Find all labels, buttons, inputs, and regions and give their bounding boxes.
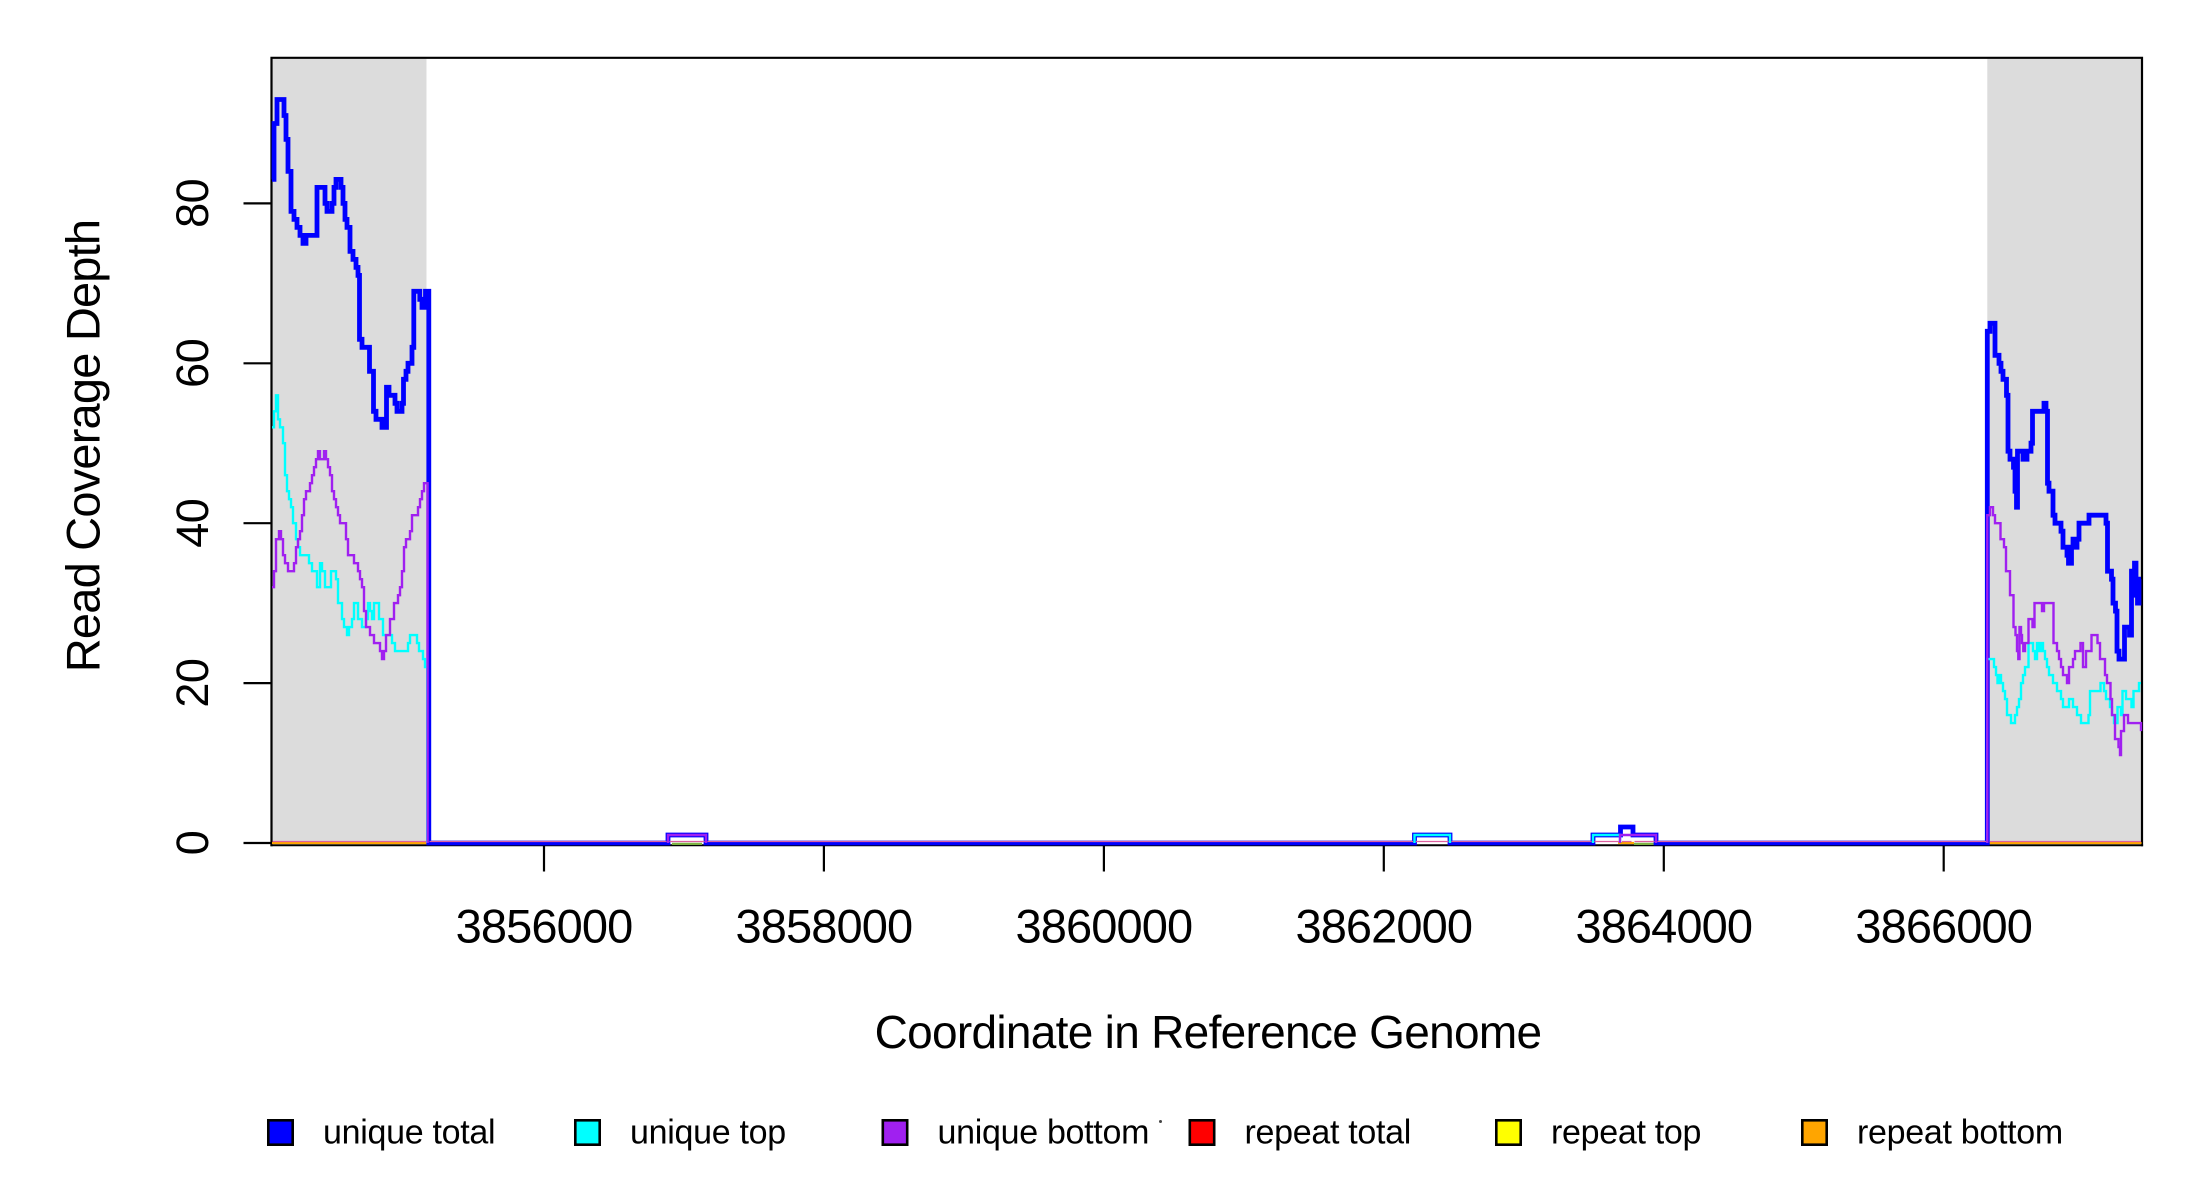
- svg-text:unique top: unique top: [630, 1114, 786, 1152]
- svg-text:repeat total: repeat total: [1245, 1114, 1412, 1152]
- svg-text:80: 80: [167, 179, 218, 228]
- svg-text:3866000: 3866000: [1855, 900, 2032, 953]
- svg-text:unique total: unique total: [323, 1114, 495, 1152]
- svg-text:repeat top: repeat top: [1551, 1114, 1701, 1152]
- svg-text:20: 20: [167, 659, 218, 708]
- svg-text:40: 40: [167, 499, 218, 548]
- svg-text:3858000: 3858000: [736, 900, 913, 953]
- svg-text:3856000: 3856000: [456, 900, 633, 953]
- svg-text:Read Coverage Depth: Read Coverage Depth: [57, 220, 110, 672]
- svg-text:unique bottom: unique bottom: [938, 1114, 1150, 1152]
- svg-text:3860000: 3860000: [1016, 900, 1193, 953]
- svg-text:3864000: 3864000: [1575, 900, 1752, 953]
- svg-text:3862000: 3862000: [1295, 900, 1472, 953]
- svg-text:60: 60: [167, 339, 218, 388]
- svg-text:repeat bottom: repeat bottom: [1857, 1114, 2063, 1152]
- svg-text:Coordinate in Reference Genome: Coordinate in Reference Genome: [875, 1006, 1542, 1058]
- svg-text:0: 0: [167, 831, 218, 856]
